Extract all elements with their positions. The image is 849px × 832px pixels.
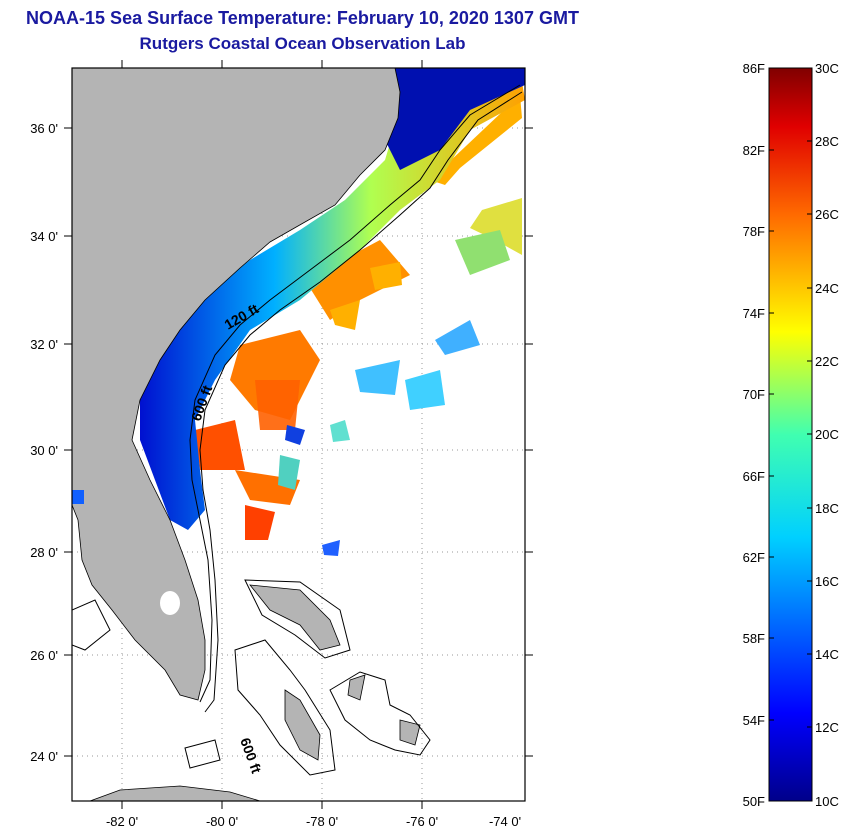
depth-contours	[72, 84, 523, 776]
colorbar-f-58: 58F	[743, 631, 765, 646]
colorbar-c-12: 12C	[815, 720, 839, 735]
lon-label-80: -80 0'	[206, 814, 238, 829]
color-bar	[768, 67, 813, 802]
colorbar-f-74: 74F	[743, 306, 765, 321]
map-ticks	[64, 60, 533, 809]
map-subtitle: Rutgers Coastal Ocean Observation Lab	[139, 34, 466, 53]
lat-label-28: 28 0'	[30, 545, 58, 560]
colorbar-f-70: 70F	[743, 387, 765, 402]
colorbar-c-18: 18C	[815, 501, 839, 516]
colorbar-f-50: 50F	[743, 794, 765, 809]
colorbar-f-66: 66F	[743, 469, 765, 484]
lon-label-74: -74 0'	[489, 814, 521, 829]
colorbar-c-14: 14C	[815, 647, 839, 662]
colorbar-f-62: 62F	[743, 550, 765, 565]
lat-label-24: 24 0'	[30, 749, 58, 764]
lon-label-82: -82 0'	[106, 814, 138, 829]
colorbar-f-82: 82F	[743, 143, 765, 158]
colorbar-c-26: 26C	[815, 207, 839, 222]
land-us-east-coast	[72, 68, 401, 701]
lake-okeechobee	[160, 591, 180, 615]
colorbar-c-24: 24C	[815, 281, 839, 296]
colorbar-f-86: 86F	[743, 61, 765, 76]
map-title: NOAA-15 Sea Surface Temperature: Februar…	[26, 8, 579, 28]
land-cuba	[89, 785, 261, 801]
lat-label-26: 26 0'	[30, 648, 58, 663]
lon-label-78: -78 0'	[306, 814, 338, 829]
colorbar-c-20: 20C	[815, 427, 839, 442]
land-bahamas	[249, 584, 421, 761]
colorbar-c-16: 16C	[815, 574, 839, 589]
colorbar-c-30: 30C	[815, 61, 839, 76]
sst-coastal-band	[140, 70, 525, 530]
lon-label-76: -76 0'	[406, 814, 438, 829]
colorbar-f-54: 54F	[743, 713, 765, 728]
sst-warm-patches	[195, 95, 522, 556]
map-frame	[71, 67, 526, 802]
lat-label-32: 32 0'	[30, 337, 58, 352]
colorbar-c-28: 28C	[815, 134, 839, 149]
sst-gulf-strip	[72, 490, 84, 504]
lat-label-34: 34 0'	[30, 229, 58, 244]
colorbar-f-78: 78F	[743, 224, 765, 239]
colorbar-c-22: 22C	[815, 354, 839, 369]
colorbar-c-10: 10C	[815, 794, 839, 809]
color-bar-ticks	[769, 140, 812, 728]
lat-label-36: 36 0'	[30, 121, 58, 136]
sst-cold-north	[385, 68, 525, 170]
lat-label-30: 30 0'	[30, 443, 58, 458]
